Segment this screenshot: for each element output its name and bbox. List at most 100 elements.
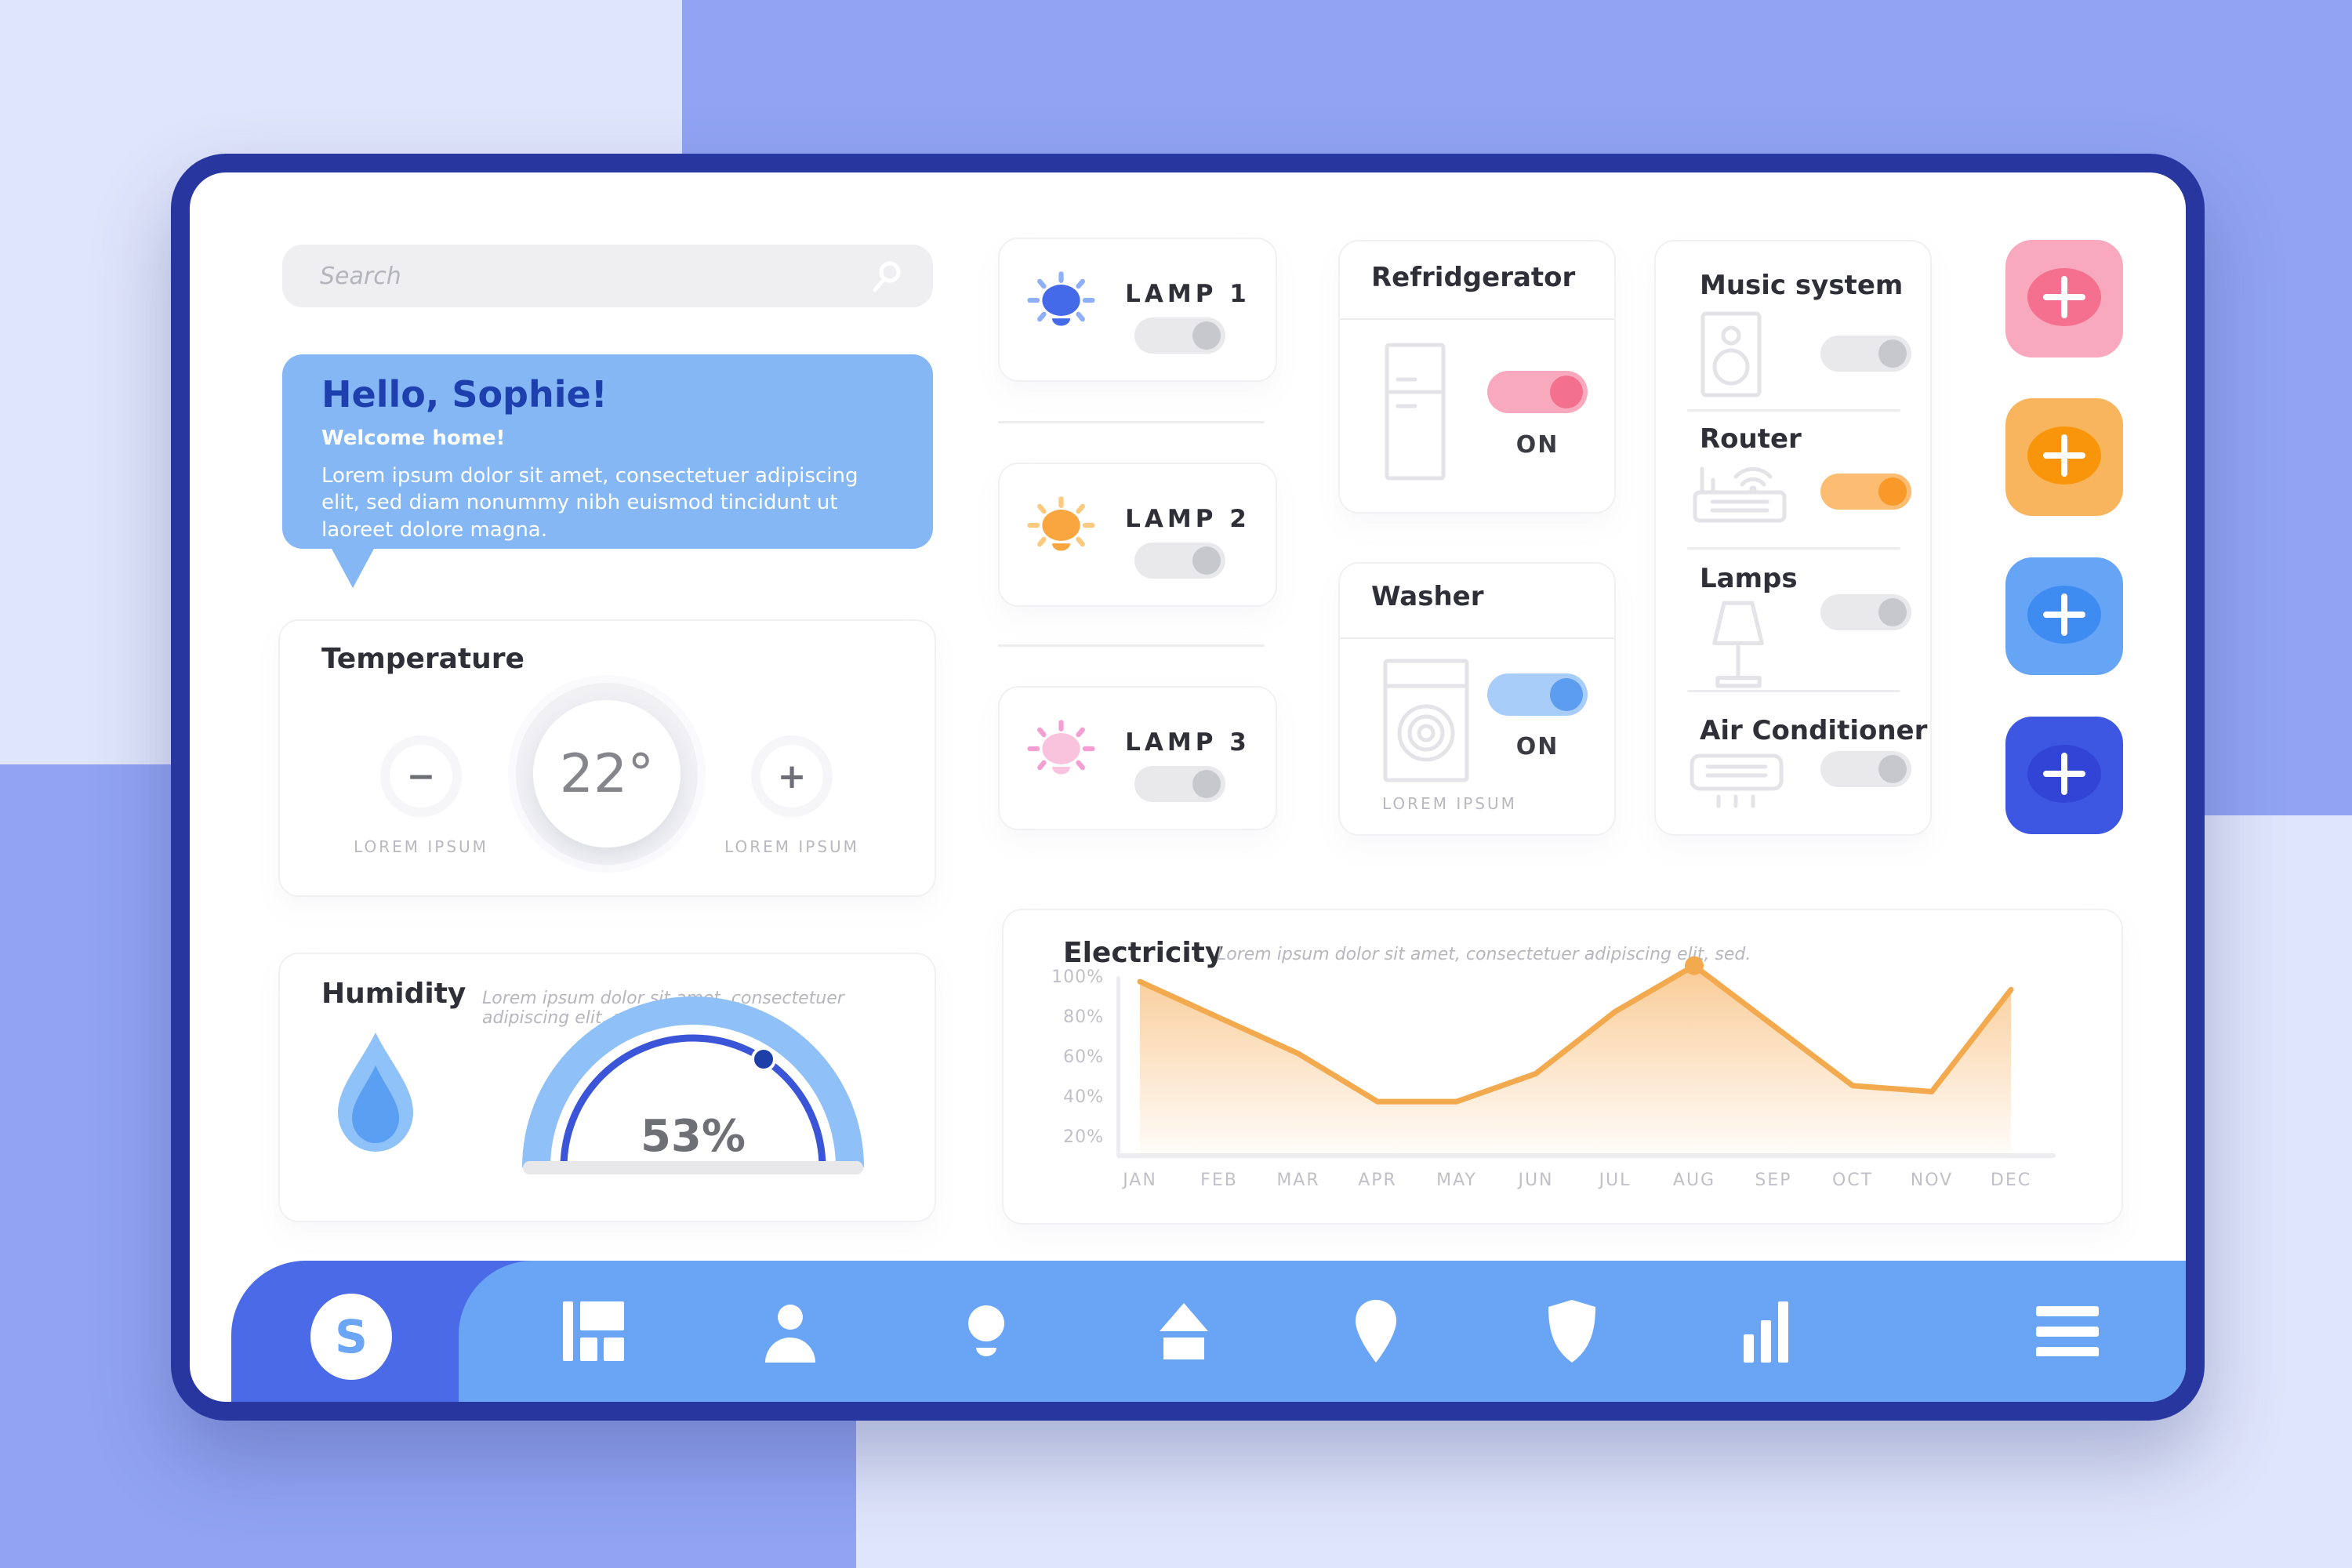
dashboard-icon[interactable] (563, 1300, 626, 1366)
chart-y-axis (1116, 976, 1120, 1156)
temperature-decrease-caption: LOREM IPSUM (354, 837, 488, 856)
y-tick-label: 80% (1063, 1007, 1104, 1027)
tablet-frame: Hello, Sophie! Welcome home! Lorem ipsum… (171, 154, 2205, 1421)
temperature-dial: 22° (516, 683, 698, 865)
y-tick-label: 60% (1063, 1047, 1104, 1067)
panel-divider (1687, 690, 1900, 692)
lamp-3-label: LAMP 3 (1125, 728, 1250, 757)
month-label: OCT (1831, 1171, 1874, 1190)
lamp-2-card: LAMP 2 (998, 463, 1277, 607)
toggle-knob (1878, 755, 1907, 783)
logo-letter: S (335, 1310, 368, 1363)
greeting-card: Hello, Sophie! Welcome home! Lorem ipsum… (282, 354, 933, 588)
lamp-icon[interactable] (955, 1300, 1018, 1366)
music-system-label: Music system (1700, 270, 1904, 301)
speaker-icon (1700, 310, 1762, 401)
user-icon[interactable] (759, 1300, 822, 1366)
stats-icon[interactable] (1744, 1300, 1794, 1366)
temperature-value: 22° (533, 700, 681, 848)
chart-x-axis (1116, 1153, 2056, 1158)
humidity-gauge (509, 985, 877, 1185)
device-panel: Music system Router (1654, 240, 1932, 836)
toggle-knob (1878, 339, 1907, 368)
panel-divider (1687, 409, 1900, 412)
washer-card: Washer ON LOREM IPSUM (1338, 562, 1616, 836)
lamp-divider (998, 421, 1265, 423)
temperature-increase-caption: LOREM IPSUM (724, 837, 859, 856)
card-divider (1340, 318, 1614, 320)
lamps-label: Lamps (1700, 563, 1798, 594)
temperature-decrease-button[interactable]: − (390, 745, 452, 808)
menu-icon[interactable] (2036, 1306, 2099, 1359)
router-toggle[interactable] (1820, 474, 1911, 510)
electricity-title: Electricity (1063, 937, 1224, 969)
lamp-divider (998, 644, 1265, 647)
refrigerator-toggle[interactable] (1487, 371, 1588, 413)
electricity-plot (1137, 956, 2014, 1155)
greeting-body: Lorem ipsum dolor sit amet, consectetuer… (321, 464, 858, 542)
lamp-3-bulb-icon (1020, 716, 1102, 801)
add-button-orange[interactable] (2005, 398, 2123, 516)
electricity-card: Electricity Lorem ipsum dolor sit amet, … (1002, 909, 2123, 1225)
music-system-toggle[interactable] (1820, 336, 1911, 372)
toggle-knob (1550, 678, 1583, 711)
lamp-2-toggle[interactable] (1134, 543, 1225, 579)
air-conditioner-icon (1689, 753, 1784, 817)
location-icon[interactable] (1354, 1300, 1398, 1366)
lamp-1-toggle[interactable] (1134, 318, 1225, 354)
month-label: JAN (1123, 1171, 1157, 1190)
panel-divider (1687, 547, 1900, 550)
month-label: JUL (1599, 1171, 1632, 1190)
search-icon[interactable] (869, 259, 905, 298)
greeting-title: Hello, Sophie! (321, 373, 608, 416)
y-tick-label: 100% (1051, 967, 1104, 987)
month-label: FEB (1200, 1171, 1238, 1190)
y-tick-labels: 100% 80% 60% 40% 20% (1004, 910, 1105, 1223)
month-label: AUG (1672, 1171, 1716, 1190)
tablet-screen: Hello, Sophie! Welcome home! Lorem ipsum… (190, 172, 2186, 1402)
lamps-toggle[interactable] (1820, 594, 1911, 630)
search-input[interactable] (282, 245, 933, 307)
toggle-knob (1192, 546, 1221, 575)
lamp-1-card: LAMP 1 (998, 238, 1277, 382)
refrigerator-status: ON (1515, 431, 1559, 459)
washer-icon (1382, 658, 1470, 786)
washer-caption: LOREM IPSUM (1382, 794, 1517, 813)
month-label: APR (1358, 1171, 1397, 1190)
router-icon (1692, 455, 1788, 527)
home-icon[interactable] (1152, 1300, 1215, 1366)
greeting-card-tail (331, 547, 375, 588)
washer-status: ON (1515, 733, 1559, 760)
add-button-pink[interactable] (2005, 240, 2123, 358)
greeting-subtitle: Welcome home! (321, 426, 506, 450)
temperature-card: Temperature − 22° + LOREM IPSUM LOREM IP… (278, 619, 936, 897)
security-icon[interactable] (1547, 1300, 1597, 1366)
search-bar (282, 245, 933, 307)
temperature-title: Temperature (321, 643, 524, 675)
toggle-knob (1192, 321, 1221, 350)
lamp-3-card: LAMP 3 (998, 686, 1277, 830)
washer-title: Washer (1371, 581, 1484, 612)
lamp-2-bulb-icon (1020, 492, 1102, 578)
lamp-1-bulb-icon (1020, 267, 1102, 353)
air-conditioner-label: Air Conditioner (1700, 715, 1928, 746)
add-button-light-blue[interactable] (2005, 557, 2123, 675)
month-label: DEC (1990, 1171, 2032, 1190)
lamp-1-label: LAMP 1 (1125, 280, 1250, 308)
humidity-card: Humidity Lorem ipsum dolor sit amet, con… (278, 953, 936, 1222)
toggle-knob (1878, 598, 1907, 626)
month-label: MAR (1276, 1171, 1320, 1190)
lamp-2-label: LAMP 2 (1125, 505, 1250, 533)
lamp-3-toggle[interactable] (1134, 766, 1225, 802)
humidity-value: 53% (640, 1111, 746, 1162)
app-logo[interactable]: S (310, 1294, 392, 1380)
humidity-title: Humidity (321, 978, 466, 1010)
nav-bar (459, 1261, 2186, 1402)
air-conditioner-toggle[interactable] (1820, 751, 1911, 787)
water-drop-icon (328, 1029, 423, 1158)
temperature-increase-button[interactable]: + (760, 745, 823, 808)
month-label: NOV (1910, 1171, 1954, 1190)
washer-toggle[interactable] (1487, 673, 1588, 716)
add-button-dark-blue[interactable] (2005, 717, 2123, 834)
